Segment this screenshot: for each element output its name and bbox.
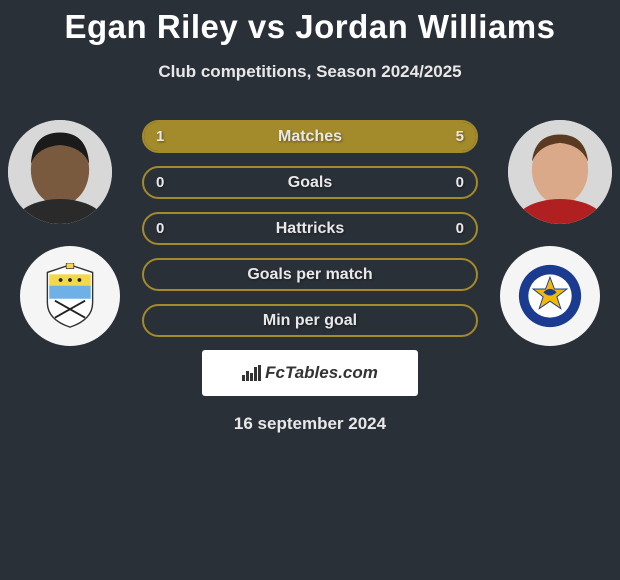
avatar-right-svg [508,120,612,224]
stat-right-value: 0 [444,214,476,243]
stat-bar-matches: 1 Matches 5 [142,120,478,153]
header: Egan Riley vs Jordan Williams Club compe… [0,0,620,84]
stat-right-value: 5 [444,122,476,151]
stat-right-value [452,260,476,289]
stat-bar-goals-per-match: Goals per match [142,258,478,291]
player-left-avatar [8,120,112,224]
crest-right-svg [517,263,583,329]
stat-bar-hattricks: 0 Hattricks 0 [142,212,478,245]
stat-right-value: 0 [444,168,476,197]
stat-label: Matches [144,122,476,151]
stat-label: Goals per match [144,260,476,289]
stat-bars: 1 Matches 5 0 Goals 0 0 Hattricks 0 Goal… [142,120,478,337]
page-title: Egan Riley vs Jordan Williams [0,8,620,46]
stat-label: Goals [144,168,476,197]
crest-left-svg [37,263,103,329]
chart-icon [242,365,261,381]
stat-label: Hattricks [144,214,476,243]
club-left-crest [20,246,120,346]
stat-label: Min per goal [144,306,476,335]
page-subtitle: Club competitions, Season 2024/2025 [0,62,620,82]
avatar-left-svg [8,120,112,224]
stat-bar-min-per-goal: Min per goal [142,304,478,337]
comparison-content: 1 Matches 5 0 Goals 0 0 Hattricks 0 Goal… [0,120,620,434]
club-right-crest [500,246,600,346]
branding-box[interactable]: FcTables.com [202,350,418,396]
stat-right-value [452,306,476,335]
date-text: 16 september 2024 [0,414,620,434]
branding-text: FcTables.com [265,363,378,383]
player-right-avatar [508,120,612,224]
stat-bar-goals: 0 Goals 0 [142,166,478,199]
